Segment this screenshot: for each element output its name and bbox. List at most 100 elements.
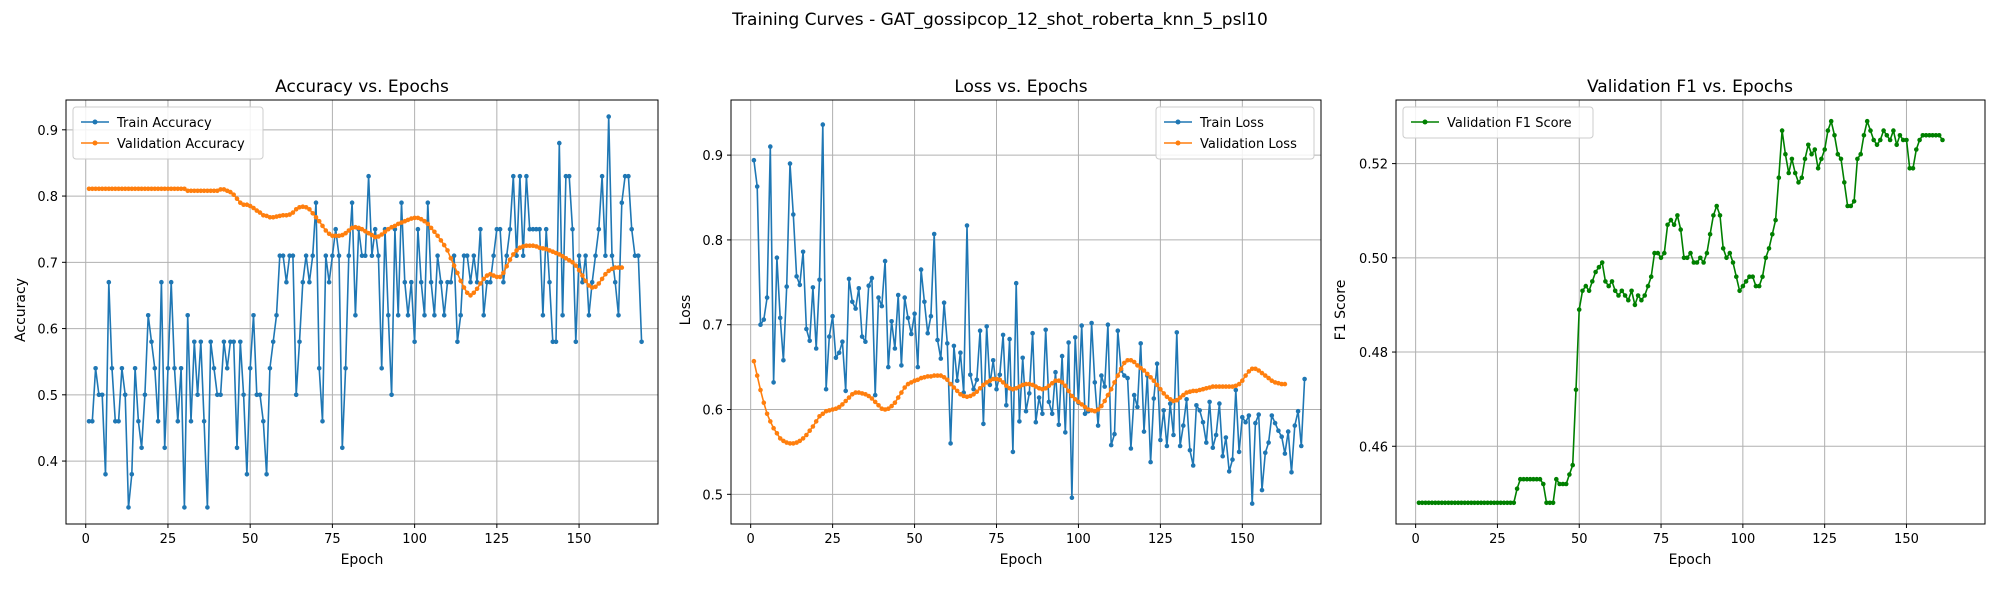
data-point xyxy=(488,279,493,285)
data-point xyxy=(1449,500,1454,506)
data-point xyxy=(1469,500,1474,506)
data-point xyxy=(781,358,786,363)
data-point xyxy=(1118,366,1124,372)
data-point xyxy=(1108,386,1114,392)
y-tick-label: 0.48 xyxy=(1359,346,1388,361)
data-point xyxy=(303,253,309,258)
data-point xyxy=(1766,246,1772,251)
data-point xyxy=(251,313,256,318)
y-tick-label: 0.6 xyxy=(37,323,58,338)
data-point xyxy=(820,122,826,127)
data-point xyxy=(1122,360,1127,366)
data-point xyxy=(1092,380,1098,385)
data-point xyxy=(471,253,477,258)
data-point xyxy=(1135,363,1140,368)
y-tick-label: 0.46 xyxy=(1359,440,1388,455)
data-point xyxy=(771,380,776,385)
data-point xyxy=(1099,373,1104,378)
data-point xyxy=(1871,137,1876,143)
data-point xyxy=(593,284,598,290)
data-point xyxy=(1240,414,1245,420)
data-point xyxy=(185,188,190,194)
axes-frame xyxy=(730,99,1322,525)
data-point xyxy=(895,395,901,400)
data-point xyxy=(761,400,767,406)
data-point xyxy=(872,392,878,398)
data-point xyxy=(1920,133,1926,138)
data-point xyxy=(1747,274,1752,280)
data-point xyxy=(777,315,783,321)
data-point xyxy=(540,313,546,318)
data-point xyxy=(576,268,582,273)
legend-marker xyxy=(1175,119,1181,125)
y-tick-label: 0.5 xyxy=(702,488,723,503)
data-point xyxy=(379,232,385,237)
data-point xyxy=(609,253,615,258)
data-point xyxy=(791,212,796,217)
data-point xyxy=(175,419,181,424)
data-point xyxy=(810,424,816,429)
data-point xyxy=(198,339,204,345)
f1-plot-area: 0 25 50 75 100 125 150 0.46 0.48 0.50 0.52 Validati… xyxy=(1359,99,1986,547)
data-point xyxy=(1858,151,1863,157)
data-point xyxy=(1053,369,1058,375)
data-point xyxy=(889,319,894,324)
data-point xyxy=(208,188,213,194)
data-point xyxy=(563,173,569,179)
data-point xyxy=(612,265,618,270)
data-point xyxy=(1223,435,1229,440)
data-point xyxy=(622,173,628,179)
data-point xyxy=(1560,481,1566,487)
data-point xyxy=(1786,170,1791,176)
data-point xyxy=(1108,442,1114,448)
data-point xyxy=(537,226,542,232)
data-point xyxy=(1419,500,1425,506)
data-point xyxy=(928,313,934,319)
data-point xyxy=(241,392,246,398)
data-point xyxy=(771,425,776,431)
data-point xyxy=(1475,500,1481,506)
data-point xyxy=(1567,472,1572,477)
data-point xyxy=(182,505,187,510)
legend-label: Validation Accuracy xyxy=(117,137,245,152)
data-point xyxy=(981,382,986,388)
data-point xyxy=(1629,288,1634,294)
data-point xyxy=(1013,280,1019,286)
accuracy-ylabel: Accuracy xyxy=(13,278,29,342)
data-point xyxy=(1213,432,1219,438)
data-point xyxy=(1004,383,1009,389)
data-point xyxy=(1138,341,1143,346)
data-point xyxy=(1145,371,1150,377)
data-point xyxy=(1213,384,1219,389)
data-point xyxy=(136,186,141,192)
data-point xyxy=(1102,398,1107,404)
data-point xyxy=(807,338,812,344)
data-point xyxy=(425,221,431,227)
data-point xyxy=(221,339,227,345)
data-point xyxy=(340,445,345,451)
data-point xyxy=(432,313,437,318)
data-point xyxy=(1570,462,1575,468)
data-point xyxy=(1181,392,1186,398)
data-point xyxy=(1521,476,1526,482)
y-tick-label: 0.7 xyxy=(37,256,58,271)
data-point xyxy=(813,346,819,351)
data-point xyxy=(1642,293,1647,298)
data-point xyxy=(1423,500,1428,506)
data-point xyxy=(1874,142,1880,148)
data-point xyxy=(931,373,937,378)
data-point xyxy=(784,284,789,289)
data-point xyxy=(1727,250,1733,256)
data-point xyxy=(251,205,256,211)
data-point xyxy=(1527,476,1533,482)
data-point xyxy=(139,186,144,192)
data-point xyxy=(145,313,151,318)
data-point xyxy=(1272,420,1278,426)
data-point xyxy=(1622,293,1628,298)
data-point xyxy=(478,226,483,232)
data-point xyxy=(159,186,164,192)
data-point xyxy=(511,252,516,257)
data-point xyxy=(1171,432,1176,438)
data-point xyxy=(323,228,329,233)
data-point xyxy=(132,366,138,371)
